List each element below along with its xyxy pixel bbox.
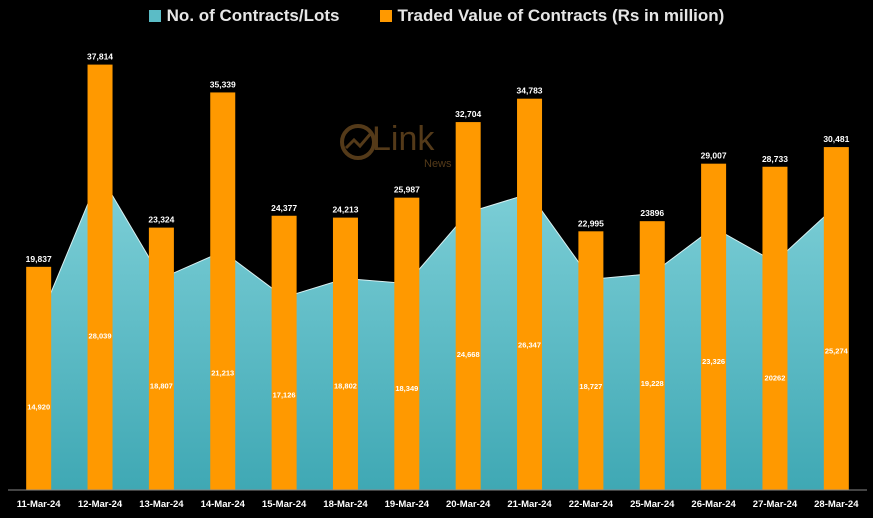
watermark-subtext: News [424,158,452,170]
legend-item-traded-value: Traded Value of Contracts (Rs in million… [379,6,725,26]
x-tick-label: 27-Mar-24 [753,499,798,510]
area-data-label: 19,228 [641,379,664,388]
legend: No. of Contracts/Lots Traded Value of Co… [0,6,873,26]
bar-traded-value [701,163,727,490]
area-data-label: 18,807 [150,381,173,390]
area-data-label: 25,274 [825,347,849,356]
area-data-label: 26,347 [518,341,541,350]
area-data-label: 20262 [765,374,786,383]
x-tick-label: 20-Mar-24 [446,499,491,510]
x-tick-label: 22-Mar-24 [569,499,614,510]
x-tick-label: 13-Mar-24 [139,499,184,510]
area-data-label: 14,920 [27,402,50,411]
watermark-logo: Link News [338,118,468,178]
bar-data-label: 37,814 [87,52,113,62]
x-tick-label: 18-Mar-24 [323,499,368,510]
x-tick-label: 21-Mar-24 [507,499,552,510]
bar-traded-value [517,98,543,490]
legend-label-contracts: No. of Contracts/Lots [166,6,340,25]
area-data-label: 18,349 [395,384,418,393]
bar-traded-value [394,197,420,491]
bar-data-label: 32,704 [455,109,481,119]
x-tick-label: 14-Mar-24 [201,499,246,510]
bar-data-label: 22,995 [578,218,604,228]
legend-item-contracts: No. of Contracts/Lots [148,6,340,26]
bar-traded-value [455,122,481,490]
logo-icon [340,124,376,160]
bar-data-label: 28,733 [762,154,788,164]
area-data-label: 23,326 [702,357,725,366]
bar-traded-value [762,166,788,490]
bar-data-label: 23896 [640,208,664,218]
bar-data-label: 24,213 [332,205,358,215]
bar-data-label: 29,007 [701,151,727,161]
area-data-label: 18,802 [334,381,357,390]
bar-data-label: 19,837 [26,254,52,264]
bar-data-label: 35,339 [210,79,236,89]
legend-swatch-traded-value [379,10,392,22]
legend-label-traded-value: Traded Value of Contracts (Rs in million… [397,6,725,25]
area-data-label: 21,213 [211,368,234,377]
x-tick-label: 19-Mar-24 [385,499,430,510]
watermark-text: Link [372,120,435,158]
bar-data-label: 23,324 [148,215,174,225]
area-data-label: 28,039 [89,332,112,341]
area-series-contracts [38,174,837,490]
bar-data-label: 24,377 [271,203,297,213]
bar-traded-value [271,215,297,491]
bar-traded-value [823,147,849,490]
x-tick-label: 25-Mar-24 [630,499,675,510]
bar-traded-value [578,231,604,490]
x-tick-label: 15-Mar-24 [262,499,307,510]
legend-swatch-contracts [148,10,161,22]
bar-traded-value [148,227,174,491]
area-data-label: 17,126 [273,391,296,400]
x-tick-label: 26-Mar-24 [691,499,736,510]
bar-traded-value [332,217,358,490]
bar-traded-value [639,221,665,491]
area-data-label: 18,727 [579,382,602,391]
bar-data-label: 30,481 [823,134,849,144]
x-tick-label: 28-Mar-24 [814,499,859,510]
x-tick-label: 12-Mar-24 [78,499,123,510]
bar-data-label: 25,987 [394,185,420,195]
bar-traded-value [26,266,52,490]
area-data-label: 24,668 [457,350,480,359]
x-tick-label: 11-Mar-24 [17,499,62,510]
bar-data-label: 34,783 [517,86,543,96]
bar-traded-value [87,64,113,490]
bar-traded-value [210,92,236,490]
